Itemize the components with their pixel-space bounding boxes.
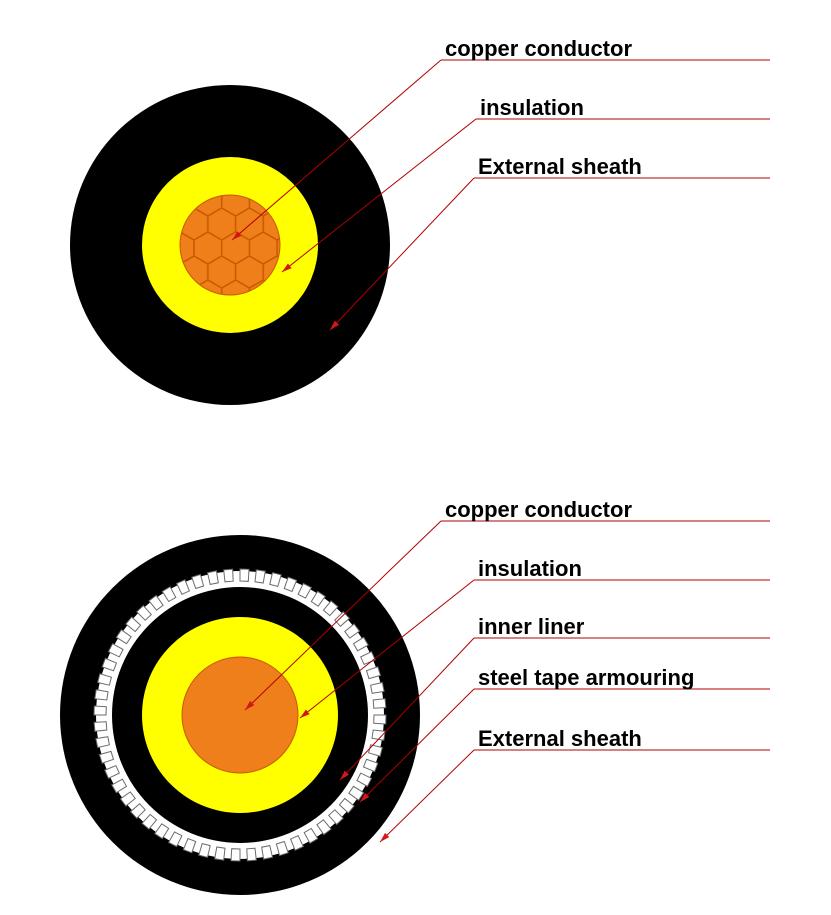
steel-tape-segment <box>224 569 234 582</box>
steel-tape-segment <box>240 569 249 581</box>
steel-tape-segment <box>95 690 108 700</box>
steel-tape-segment <box>247 848 256 861</box>
steel-tape-segment <box>255 570 265 583</box>
steel-tape-segment <box>94 722 107 732</box>
label-text: insulation <box>478 556 582 581</box>
label-text: copper conductor <box>445 497 632 522</box>
steel-tape-segment <box>231 849 240 861</box>
diagram-canvas: copper conductor insulation External sheat… <box>0 0 831 915</box>
label-text: insulation <box>480 95 584 120</box>
layer-conductor <box>180 195 280 295</box>
steel-tape-segment <box>373 699 386 709</box>
cable-bottom <box>60 535 420 895</box>
label-text: copper conductor <box>445 36 632 61</box>
layer-conductor <box>182 657 298 773</box>
label-text: External sheath <box>478 154 642 179</box>
label-text: inner liner <box>478 614 585 639</box>
label-text: External sheath <box>478 726 642 751</box>
label-text: steel tape armouring <box>478 665 694 690</box>
steel-tape-segment <box>215 847 225 860</box>
steel-tape-segment <box>94 706 106 715</box>
steel-tape-segment <box>374 715 386 724</box>
cable-top <box>70 85 390 405</box>
